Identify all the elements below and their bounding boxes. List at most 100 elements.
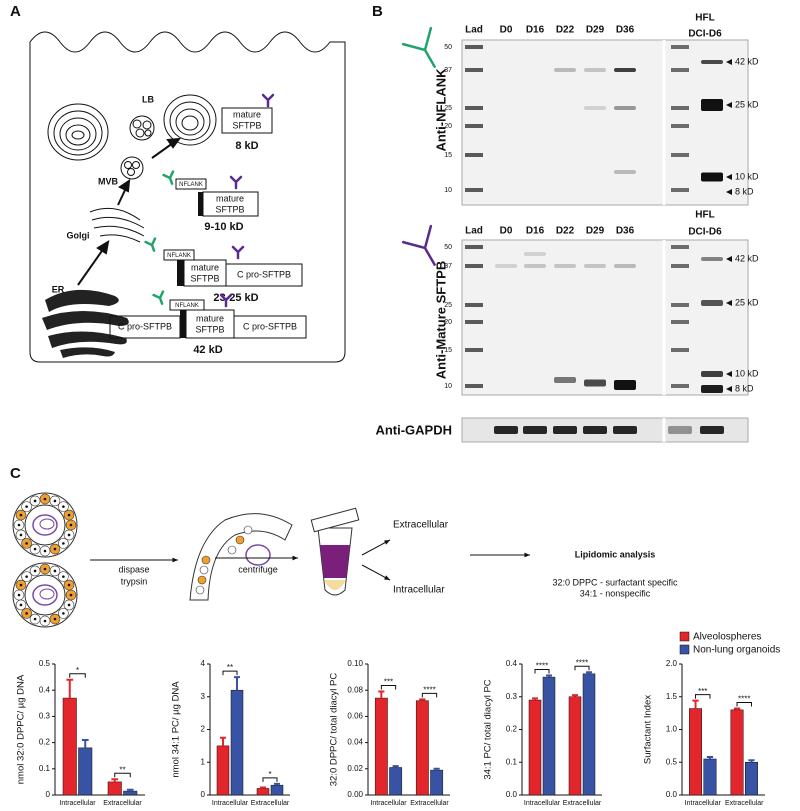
cpro-box [225, 263, 303, 287]
lane-label: HFL [695, 13, 714, 24]
mature-box [202, 191, 259, 217]
bar [730, 709, 744, 796]
cell [197, 575, 207, 585]
lane-label: D36 [616, 226, 635, 237]
analysis-title: Lipidomic analysis [575, 549, 656, 559]
antibody [229, 175, 243, 190]
bar [123, 790, 138, 796]
box-text: C pro-SFTPB [243, 321, 297, 331]
ladder-band [671, 106, 689, 110]
band [584, 379, 606, 387]
vesicle-cluster [120, 115, 155, 180]
arrowhead [524, 552, 530, 558]
antibody [152, 290, 165, 305]
band [495, 264, 517, 268]
nucleus [53, 569, 57, 573]
nucleus [43, 549, 47, 553]
pellet [324, 580, 346, 590]
label-golgi: Golgi [67, 230, 90, 240]
size-marker: 8 kD [735, 186, 754, 196]
western-blots: 50 37 25 20 15 10 42 kD 25 kD 10 kD 8 kD Lad D0 D16 D… [375, 13, 759, 443]
cell [199, 565, 209, 575]
arrowhead [292, 555, 298, 561]
lane-label: D22 [556, 25, 575, 36]
fraction-label: Intracellular [393, 585, 445, 596]
x-tick-label: Intracellular [59, 800, 96, 807]
significance-bracket [114, 772, 131, 778]
band [614, 264, 636, 268]
ladder-band [671, 303, 689, 307]
ladder-band [465, 188, 483, 192]
nucleus [69, 523, 73, 527]
band [701, 99, 723, 111]
nflank-bar [180, 310, 186, 338]
significance-bracket [69, 673, 86, 678]
antibody [231, 245, 245, 260]
ladder-band [671, 153, 689, 157]
ladder-label: 37 [444, 67, 452, 74]
arrowhead [384, 540, 390, 545]
arrowhead [172, 557, 178, 563]
dissociated-organoid [189, 513, 293, 601]
box-text: NFLANK [175, 303, 199, 309]
cell [195, 585, 205, 595]
size-marker: 42 kD [735, 253, 759, 263]
size-marker: 42 kD [735, 56, 759, 66]
ladder-band [671, 188, 689, 192]
nucleus [43, 619, 47, 623]
schematic-label: centrifuge [238, 564, 278, 574]
significance-bracket [736, 702, 752, 707]
lamellar-body-left [47, 103, 109, 161]
nflank-box [175, 178, 207, 190]
x-tick-label: Intracellular [212, 800, 249, 807]
panel-label: A [10, 3, 21, 20]
nucleus [62, 612, 65, 615]
band [614, 380, 636, 390]
bar [62, 697, 77, 796]
alveolosphere-lumen [24, 504, 66, 546]
ladder-label: 15 [444, 347, 452, 354]
ladder-band [671, 68, 689, 72]
band [583, 426, 607, 434]
ladder-label: 25 [444, 302, 452, 309]
antibody [219, 293, 233, 308]
band [553, 426, 577, 434]
nucleus [19, 583, 23, 587]
band [701, 172, 723, 182]
antibody [162, 170, 175, 185]
ladder-band [671, 320, 689, 324]
nucleus [33, 547, 37, 551]
significance: *** [698, 687, 707, 696]
x-tick-label: Extracellular [410, 800, 449, 807]
band [701, 257, 723, 261]
y-tick-label: 0.08 [347, 685, 363, 694]
significance-bracket [262, 777, 278, 782]
significance-bracket [695, 694, 711, 699]
band [701, 60, 723, 64]
nucleus [17, 593, 21, 597]
ladder-band [465, 153, 483, 157]
size-marker: 25 kD [735, 297, 759, 307]
size-label: 42 kD [193, 344, 222, 356]
y-tick-label: 0.3 [506, 692, 518, 701]
label-er: ER [52, 284, 65, 294]
error-bar [234, 676, 240, 691]
band [614, 170, 636, 174]
fraction-label: Extracellular [393, 520, 449, 531]
ladder-label: 10 [444, 187, 452, 194]
size-marker: 10 kD [735, 171, 759, 181]
error-bar [546, 674, 552, 678]
schematic: dispase trypsin centrifuge Extracellular Int… [12, 492, 678, 628]
box-text: SFTPB [195, 324, 224, 334]
nucleus [62, 542, 65, 545]
significance: *** [384, 678, 393, 687]
tube-cap [310, 507, 360, 533]
y-axis-label: 34:1 PC/ total diacyl PC [483, 679, 494, 779]
significance-bracket [534, 668, 550, 674]
band [701, 300, 723, 306]
error-bar [433, 767, 440, 771]
error-bar [532, 697, 538, 701]
band [701, 385, 723, 393]
error-bar [692, 699, 699, 709]
antibody-icons [144, 26, 436, 308]
